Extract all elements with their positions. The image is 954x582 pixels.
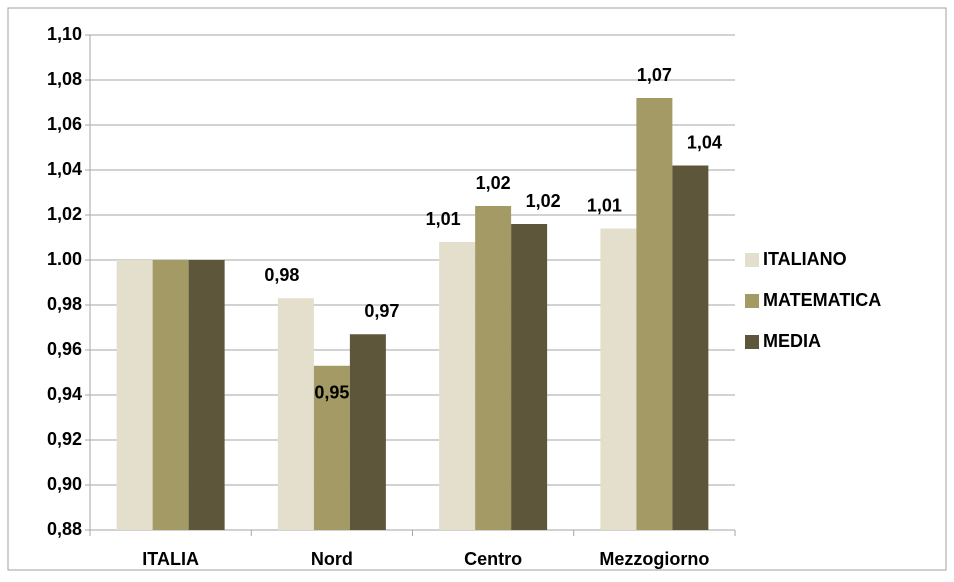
y-tick-label: 1,06 [47, 114, 82, 134]
value-label: 0,97 [364, 301, 399, 321]
y-tick-label: 1,04 [47, 159, 82, 179]
value-label: 1,02 [526, 191, 561, 211]
bar [600, 228, 637, 530]
value-label: 1,02 [476, 173, 511, 193]
y-tick-label: 1,10 [47, 24, 82, 44]
legend-label: MEDIA [763, 331, 821, 351]
bar [116, 260, 153, 530]
x-tick-label: ITALIA [142, 549, 199, 569]
y-tick-label: 0,92 [47, 429, 82, 449]
bar [636, 98, 673, 530]
bar [188, 260, 225, 530]
y-tick-label: 1,02 [47, 204, 82, 224]
legend-swatch [745, 253, 759, 267]
bar [475, 206, 512, 530]
legend-label: ITALIANO [763, 249, 847, 269]
value-label: 1,01 [587, 195, 622, 215]
y-tick-label: 0,88 [47, 519, 82, 539]
legend-label: MATEMATICA [763, 290, 881, 310]
y-tick-label: 0,90 [47, 474, 82, 494]
value-label: 0,98 [264, 265, 299, 285]
value-label: 1,04 [687, 132, 722, 152]
value-label: 0,95 [314, 383, 349, 403]
x-tick-label: Mezzogiorno [599, 549, 709, 569]
x-tick-label: Nord [311, 549, 353, 569]
value-label: 1,07 [637, 65, 672, 85]
y-tick-label: 0,96 [47, 339, 82, 359]
bar [439, 242, 476, 530]
bar [152, 260, 189, 530]
y-tick-label: 0,98 [47, 294, 82, 314]
bar [672, 165, 709, 530]
bar [511, 224, 548, 530]
bar [277, 298, 314, 530]
value-label: 1,01 [426, 209, 461, 229]
bar [349, 334, 386, 530]
legend-swatch [745, 294, 759, 308]
legend-swatch [745, 335, 759, 349]
x-tick-label: Centro [464, 549, 522, 569]
bar [313, 365, 350, 530]
y-tick-label: 0,94 [47, 384, 82, 404]
y-tick-label: 1.00 [47, 249, 82, 269]
y-tick-label: 1,08 [47, 69, 82, 89]
